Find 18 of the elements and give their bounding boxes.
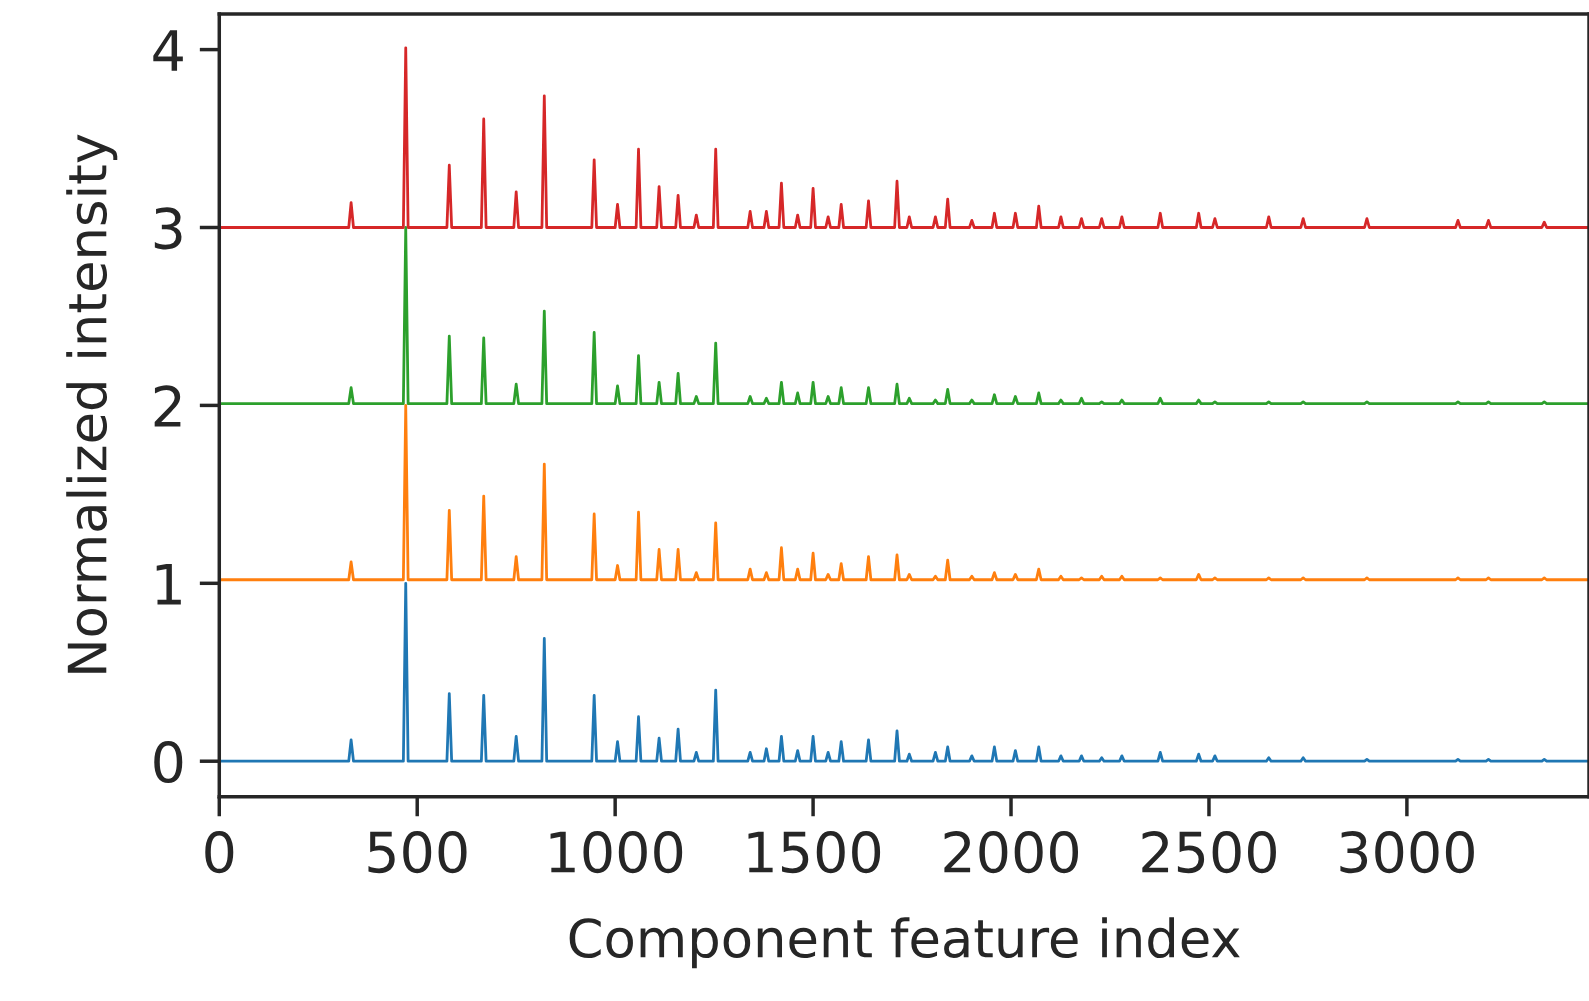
line-series [219, 46, 1589, 229]
y-tick-label: 4 [153, 30, 183, 71]
y-tick-label: 3 [154, 207, 182, 250]
x-tick-label: 2000 [944, 831, 1079, 874]
x-tick-label: 500 [368, 831, 467, 874]
x-axis-title: Component feature index [569, 917, 1240, 969]
y-axis-title: Normalized intensity [66, 134, 118, 673]
x-tick-label: 3000 [1340, 831, 1474, 874]
x-tick-label: 1500 [748, 831, 881, 874]
y-tick-label: 0 [154, 741, 183, 784]
y-tick-label: 1 [156, 563, 181, 605]
line-series [219, 404, 1589, 582]
x-tick-label: 1000 [550, 831, 683, 874]
line-series [219, 226, 1589, 406]
line-series [219, 581, 1589, 763]
x-tick-label: 0 [205, 831, 234, 874]
x-tick-label: 2500 [1142, 831, 1276, 874]
y-tick-label: 2 [154, 385, 181, 427]
